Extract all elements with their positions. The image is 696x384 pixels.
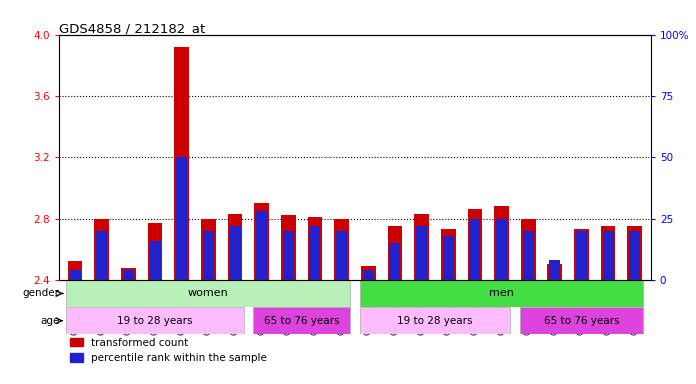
Bar bbox=[253, 307, 350, 334]
Bar bbox=[390, 243, 400, 280]
Bar bbox=[95, 218, 109, 280]
Bar bbox=[603, 231, 614, 280]
Text: 19 to 28 years: 19 to 28 years bbox=[118, 316, 193, 326]
Bar bbox=[175, 47, 189, 280]
Text: women: women bbox=[188, 288, 229, 298]
Bar bbox=[627, 226, 642, 280]
Bar bbox=[70, 270, 81, 280]
Bar bbox=[254, 203, 269, 280]
Bar bbox=[256, 211, 267, 280]
Bar bbox=[123, 270, 134, 280]
Bar bbox=[361, 266, 376, 280]
Text: 19 to 28 years: 19 to 28 years bbox=[397, 316, 473, 326]
Bar bbox=[601, 226, 615, 280]
Bar bbox=[336, 231, 347, 280]
Text: GDS4858 / 212182_at: GDS4858 / 212182_at bbox=[59, 22, 205, 35]
Text: gender: gender bbox=[23, 288, 60, 298]
Bar bbox=[201, 218, 216, 280]
Text: men: men bbox=[489, 288, 514, 298]
Text: 65 to 76 years: 65 to 76 years bbox=[544, 316, 619, 326]
Bar bbox=[230, 226, 241, 280]
Bar bbox=[67, 307, 244, 334]
Text: age: age bbox=[40, 316, 60, 326]
Bar bbox=[521, 218, 535, 280]
Bar bbox=[549, 260, 560, 280]
Bar bbox=[203, 231, 214, 280]
Bar bbox=[68, 262, 83, 280]
Bar bbox=[443, 236, 454, 280]
Legend: transformed count, percentile rank within the sample: transformed count, percentile rank withi… bbox=[70, 338, 267, 363]
Bar bbox=[96, 231, 107, 280]
Bar bbox=[468, 209, 482, 280]
Bar bbox=[150, 241, 161, 280]
Bar bbox=[121, 268, 136, 280]
Bar bbox=[388, 226, 402, 280]
Bar bbox=[414, 214, 429, 280]
Bar bbox=[519, 307, 643, 334]
Bar bbox=[176, 157, 187, 280]
Text: 65 to 76 years: 65 to 76 years bbox=[264, 316, 340, 326]
Bar bbox=[441, 229, 456, 280]
Bar bbox=[629, 231, 640, 280]
Bar bbox=[523, 231, 534, 280]
Bar bbox=[548, 265, 562, 280]
Bar bbox=[469, 218, 480, 280]
Bar bbox=[308, 217, 322, 280]
Bar bbox=[496, 218, 507, 280]
Bar bbox=[283, 231, 294, 280]
Bar bbox=[228, 214, 242, 280]
Bar bbox=[576, 231, 587, 280]
Bar bbox=[574, 229, 589, 280]
Bar bbox=[334, 218, 349, 280]
Bar bbox=[148, 223, 162, 280]
Bar bbox=[360, 280, 643, 307]
Bar bbox=[281, 215, 296, 280]
Bar bbox=[416, 226, 427, 280]
Bar bbox=[363, 270, 374, 280]
Bar bbox=[310, 226, 320, 280]
Bar bbox=[360, 307, 510, 334]
Bar bbox=[67, 280, 350, 307]
Bar bbox=[494, 206, 509, 280]
